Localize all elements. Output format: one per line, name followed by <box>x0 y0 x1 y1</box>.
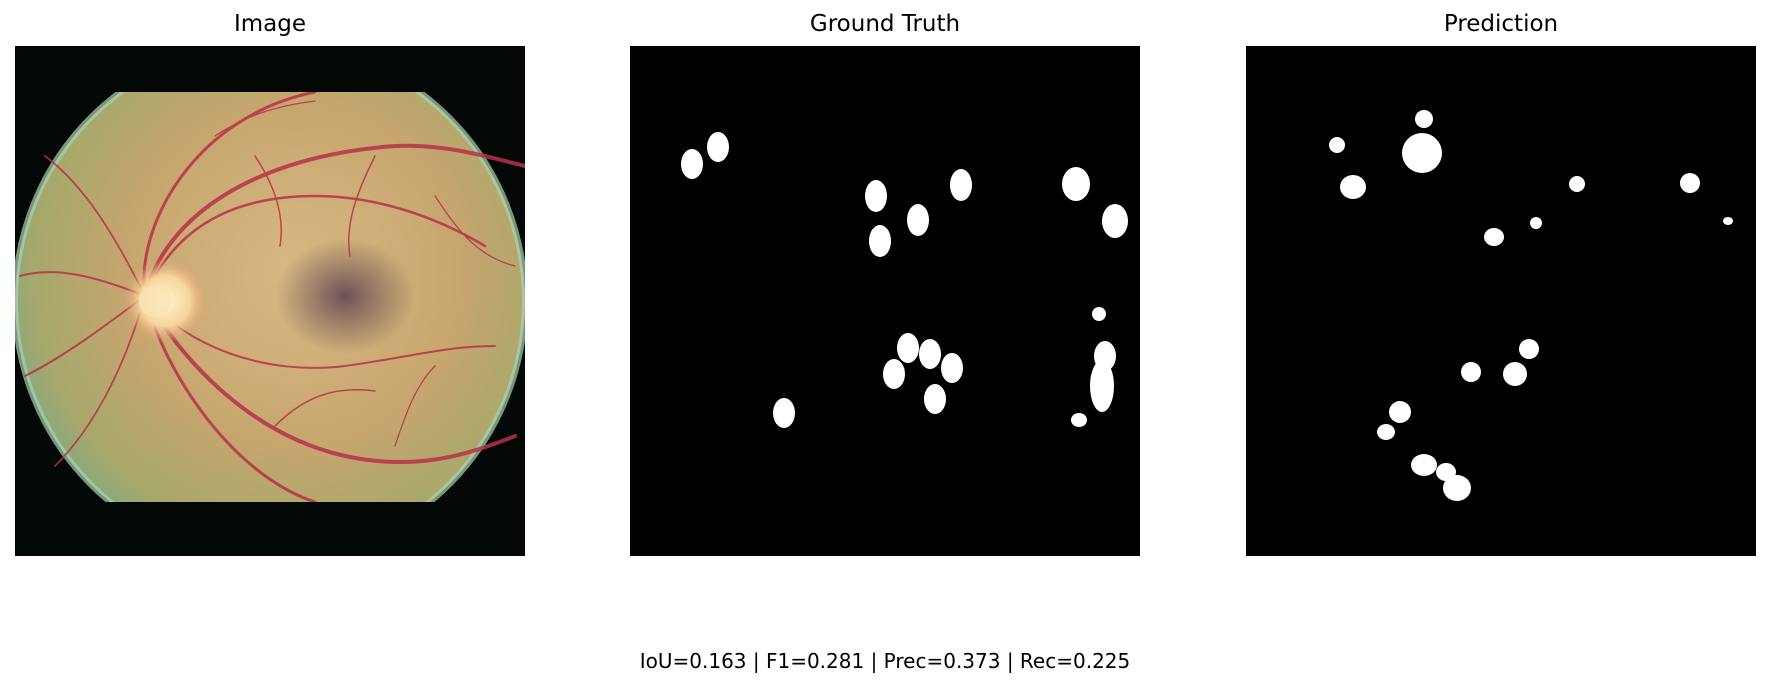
fundus-image-graphic <box>15 46 525 556</box>
prediction-mask-graphic <box>1329 110 1733 501</box>
ground-truth-mask-graphic <box>681 132 1128 428</box>
prediction-mask <box>1246 46 1756 556</box>
ground-truth-mask <box>630 46 1140 556</box>
fundus-image <box>15 46 525 556</box>
image-panel-title: Image <box>233 11 307 37</box>
prediction-panel-title: Prediction <box>1443 11 1559 37</box>
ground-truth-panel-title: Ground Truth <box>809 11 961 37</box>
metrics-caption: IoU=0.163 | F1=0.281 | Prec=0.373 | Rec=… <box>639 649 1131 673</box>
